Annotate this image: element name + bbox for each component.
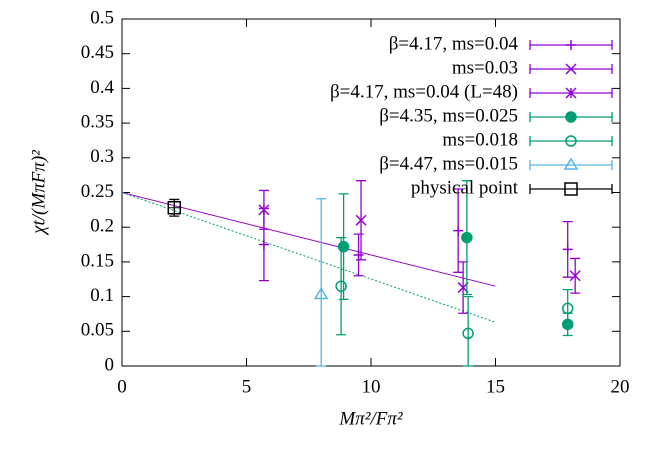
- legend-sample: [529, 184, 613, 194]
- y-tick-label: 0.15: [81, 250, 114, 271]
- legend-label: ms=0.018: [442, 129, 518, 150]
- plot-frame: [121, 18, 621, 367]
- x-axis-label: Mπ²/Fπ²: [338, 408, 402, 429]
- y-tick-label: 0.05: [81, 320, 114, 341]
- fit-line: [121, 192, 496, 323]
- marker: [462, 327, 474, 340]
- marker: [563, 157, 579, 170]
- marker: [337, 240, 350, 253]
- error-bar: [562, 289, 573, 328]
- marker: [353, 249, 364, 260]
- marker: [313, 287, 329, 300]
- x-tick-label: 15: [486, 376, 505, 397]
- legend-label: ms=0.03: [452, 57, 518, 78]
- marker: [569, 270, 581, 282]
- error-bar: [316, 198, 327, 367]
- y-axis-label: χt/(MπFπ)²: [28, 150, 49, 236]
- fit-line: [121, 192, 496, 287]
- y-tick-label: 0.3: [90, 146, 114, 167]
- y-tick-label: 0.35: [81, 111, 114, 132]
- legend-sample: [529, 136, 613, 146]
- y-tick-label: 0.45: [81, 42, 114, 63]
- x-tick-label: 20: [611, 376, 630, 397]
- marker: [461, 231, 473, 244]
- marker: [565, 63, 577, 75]
- legend-label: β=4.47, ms=0.015: [379, 153, 518, 174]
- marker: [565, 135, 577, 147]
- marker: [335, 280, 347, 292]
- legend-label: β=4.17, ms=0.04: [389, 33, 519, 54]
- x-tick-label: 0: [117, 376, 127, 397]
- legend-label: β=4.35, ms=0.025: [379, 105, 518, 126]
- error-bar: [336, 236, 347, 336]
- y-tick-label: 0.4: [90, 77, 114, 98]
- legend-label: β=4.17, ms=0.04 (L=48): [330, 81, 518, 102]
- marker: [258, 204, 270, 216]
- marker: [565, 87, 577, 99]
- legend-label: physical point: [411, 177, 519, 198]
- legend-sample: [529, 160, 613, 170]
- marker: [258, 239, 269, 250]
- marker: [565, 111, 577, 123]
- error-bar: [463, 295, 474, 367]
- marker: [564, 182, 578, 196]
- x-tick-label: 5: [242, 376, 252, 397]
- y-tick-label: 0.25: [81, 181, 114, 202]
- marker: [355, 214, 367, 226]
- y-tick-label: 0.1: [90, 285, 114, 306]
- marker: [566, 40, 576, 50]
- y-tick-label: 0.5: [90, 7, 114, 28]
- marker: [167, 201, 182, 215]
- marker: [453, 225, 464, 236]
- y-tick-label: 0.2: [90, 216, 114, 237]
- x-tick-label: 10: [362, 376, 381, 397]
- marker: [562, 244, 573, 255]
- y-tick-label: 0: [105, 354, 115, 375]
- marker: [561, 302, 574, 315]
